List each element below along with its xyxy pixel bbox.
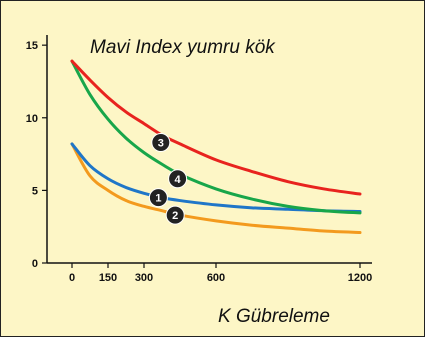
series-marker-label-3: 3 — [158, 137, 164, 149]
x-tick-label: 1200 — [348, 272, 372, 284]
series-line-3 — [70, 59, 362, 196]
x-tick-label: 600 — [207, 272, 225, 284]
y-tick-label: 0 — [32, 258, 38, 270]
y-tick-label: 15 — [26, 40, 38, 52]
series-line-4 — [70, 59, 362, 215]
series-marker-label-1: 1 — [155, 193, 161, 205]
series-marker-4 — [168, 169, 188, 189]
x-axis-label: K Gübreleme — [218, 306, 330, 327]
series-marker-3 — [151, 132, 171, 152]
x-tick-label: 0 — [69, 272, 75, 284]
series-lines — [70, 59, 362, 235]
y-tick-label: 10 — [26, 113, 38, 125]
x-tick-label: 150 — [99, 272, 117, 284]
series-marker-2 — [165, 205, 185, 225]
series-marker-1 — [148, 188, 168, 208]
y-tick-label: 5 — [32, 185, 38, 197]
series-marker-label-2: 2 — [172, 210, 178, 222]
x-tick-label: 300 — [135, 272, 153, 284]
chart-title: Mavi Index yumru kök — [90, 37, 276, 58]
series-line-1 — [70, 142, 362, 213]
series-markers: 12 3 4 — [148, 132, 188, 225]
series-marker-label-4: 4 — [175, 174, 182, 186]
